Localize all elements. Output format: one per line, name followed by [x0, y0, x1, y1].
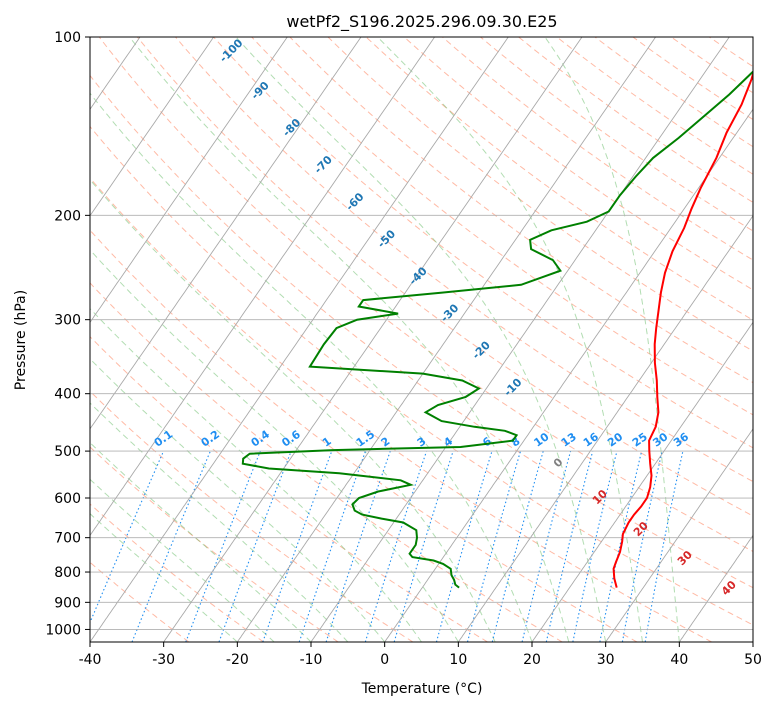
y-tick-label: 800: [54, 565, 81, 581]
y-tick-label: 300: [54, 313, 81, 329]
x-tick-label: 50: [744, 652, 762, 668]
x-tick-label: -10: [300, 652, 323, 668]
moist-adiabat-line: [90, 358, 386, 642]
mixing-ratio-line: [218, 450, 292, 642]
dry-adiabat-line: [403, 37, 753, 291]
dry-adiabat-line: [365, 37, 753, 321]
moist-adiabat-line: [90, 478, 275, 642]
mixing-ratio-line: [599, 450, 643, 642]
x-tick-label: -40: [79, 652, 102, 668]
mixing-ratio-line: [90, 450, 165, 624]
mixing-ratio-line: [466, 450, 522, 642]
moist-adiabat-line: [377, 37, 643, 642]
isotherm-line: [90, 37, 509, 642]
sounding-series: [241, 70, 753, 589]
y-tick-label: 200: [54, 208, 81, 224]
isotherm-line: [90, 37, 288, 324]
moist-adiabat-line: [544, 37, 680, 642]
isotherm-line: [384, 108, 753, 642]
x-tick-label: 10: [449, 652, 467, 668]
mixing-ratio-line: [572, 450, 618, 642]
mixing-ratio-line: [262, 450, 333, 642]
moist-adiabat-line: [90, 307, 422, 642]
dry-adiabat-line: [136, 37, 753, 517]
x-axis-label: Temperature (°C): [361, 681, 483, 697]
dry-adiabat-line: [251, 37, 753, 416]
temperature-profile-line: [612, 70, 753, 588]
isotherm-line: [678, 534, 753, 642]
mixing-ratio-line: [435, 450, 493, 642]
y-tick-label: 400: [54, 387, 81, 403]
x-tick-label: 30: [597, 652, 615, 668]
y-tick-label: 700: [54, 531, 81, 547]
mixing-ratio-line: [545, 450, 594, 642]
y-tick-label: 100: [54, 30, 81, 46]
y-tick-label: 500: [54, 444, 81, 460]
dry-adiabat-line: [90, 335, 488, 642]
mixing-ratio-lines: [90, 450, 684, 642]
x-tick-label: 40: [670, 652, 688, 668]
dry-adiabat-line: [90, 125, 753, 626]
mixing-ratio-line: [298, 450, 367, 642]
isotherm-line: [236, 37, 656, 642]
y-axis: 100 200 300 400 500 600 700 800 900 1000: [45, 30, 90, 638]
isotherm-line: [90, 37, 362, 430]
plot-frame: [89, 36, 754, 643]
dry-adiabat-line: [90, 229, 638, 642]
moist-adiabat-line: [235, 37, 607, 642]
mixing-ratio-line: [364, 450, 428, 642]
x-tick-label: -20: [226, 652, 249, 668]
isotherms: [90, 37, 753, 642]
dry-adiabat-line: [90, 282, 563, 642]
mixing-ratio-line: [325, 450, 391, 642]
moist-adiabat-line: [90, 513, 238, 642]
chart-title: wetPf2_S196.2025.296.09.30.E25: [286, 12, 557, 32]
y-tick-label: 900: [54, 595, 81, 611]
y-tick-label: 1000: [45, 622, 81, 638]
x-tick-label: 0: [380, 652, 389, 668]
mixing-ratio-line: [131, 450, 211, 642]
x-axis: -40 -30 -20 -10 0 10 20 30 40 50: [79, 642, 762, 668]
dry-adiabat-line: [90, 503, 264, 642]
isotherm-line: [90, 37, 435, 537]
mixing-ratio-line: [521, 450, 572, 642]
isotherm-line: [531, 321, 753, 642]
x-tick-label: 20: [523, 652, 541, 668]
isotherm-line: [457, 214, 753, 642]
pressure-gridlines: [90, 37, 753, 630]
dewpoint-profile-line: [241, 70, 753, 589]
y-tick-label: 600: [54, 491, 81, 507]
mixing-ratio-line: [185, 450, 261, 642]
dry-adiabat-line: [90, 177, 712, 642]
dry-adiabat-line: [213, 37, 753, 449]
dry-adiabat-line: [175, 37, 753, 483]
y-axis-label: Pressure (hPa): [13, 290, 29, 390]
isotherm-line: [605, 428, 753, 642]
moist-adiabat-line: [129, 37, 570, 642]
isotherm-line: [310, 37, 730, 642]
isotherm-line: [163, 37, 583, 642]
x-tick-label: -30: [152, 652, 175, 668]
